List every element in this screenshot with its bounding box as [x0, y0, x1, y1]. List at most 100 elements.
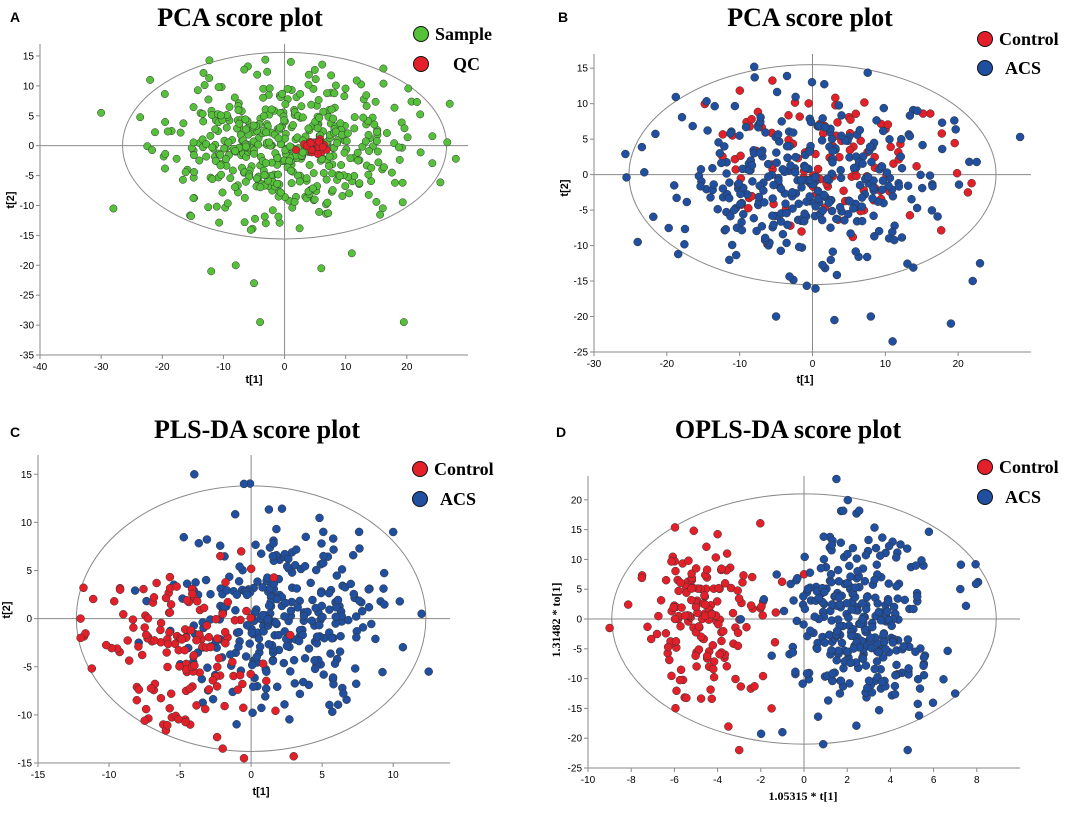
data-point — [307, 100, 316, 109]
data-point — [218, 744, 227, 753]
data-point — [857, 193, 867, 202]
data-point — [725, 255, 734, 265]
data-point — [213, 634, 222, 643]
data-point — [802, 669, 812, 678]
data-point — [872, 560, 882, 569]
legend-marker — [977, 459, 993, 475]
data-point — [119, 610, 128, 619]
data-point — [262, 128, 271, 137]
data-point — [788, 648, 798, 657]
data-point — [319, 169, 328, 177]
data-point — [744, 203, 753, 213]
data-point — [861, 550, 871, 560]
data-point — [192, 636, 201, 645]
data-point — [664, 223, 673, 233]
data-point — [161, 593, 171, 603]
data-point — [971, 560, 980, 569]
data-point — [428, 132, 437, 141]
data-point — [761, 128, 770, 137]
data-point — [892, 582, 901, 591]
data-point — [937, 129, 947, 138]
data-point — [785, 272, 794, 281]
data-point — [777, 117, 786, 126]
data-point — [822, 174, 832, 184]
data-point — [309, 169, 318, 178]
data-point — [268, 551, 278, 561]
data-point — [708, 163, 717, 173]
data-point — [216, 111, 225, 120]
data-point — [687, 584, 696, 593]
data-point — [88, 594, 98, 604]
data-point — [286, 606, 296, 616]
data-point — [726, 211, 735, 221]
data-point — [899, 642, 908, 651]
data-point — [770, 638, 780, 647]
data-point — [256, 549, 266, 558]
data-point — [661, 575, 671, 585]
y-tick-label: -15 — [574, 277, 589, 288]
data-point — [289, 752, 298, 761]
data-point — [706, 685, 715, 694]
x-tick-label: 6 — [931, 775, 937, 786]
data-point — [852, 721, 861, 730]
data-point — [726, 129, 735, 138]
data-point — [346, 154, 355, 163]
data-point — [672, 686, 681, 696]
data-point — [295, 177, 304, 186]
data-point — [398, 198, 407, 207]
data-point — [318, 142, 327, 151]
data-point — [231, 261, 240, 270]
data-point — [274, 134, 283, 143]
data-point — [847, 631, 856, 641]
data-point — [853, 567, 862, 576]
data-point — [919, 661, 928, 671]
data-point — [353, 148, 362, 157]
y-tick-label: 0 — [28, 141, 34, 152]
data-point — [191, 578, 200, 587]
y-tick-label: -10 — [18, 710, 33, 721]
data-point — [417, 609, 426, 619]
data-point — [273, 154, 282, 163]
data-point — [739, 571, 748, 580]
data-point — [176, 128, 185, 137]
data-point — [319, 527, 328, 537]
legend-label: Control — [999, 29, 1059, 49]
data-point — [323, 198, 332, 207]
data-point — [365, 147, 374, 155]
data-point — [646, 634, 656, 644]
data-point — [863, 683, 872, 693]
data-point — [881, 644, 890, 654]
data-point — [790, 168, 800, 177]
data-point — [967, 178, 976, 188]
data-point — [805, 147, 814, 156]
data-point — [834, 593, 844, 602]
data-point — [248, 708, 257, 718]
data-point — [234, 642, 243, 651]
data-point — [734, 179, 744, 188]
data-point — [233, 685, 243, 694]
data-point — [868, 622, 877, 632]
data-point — [311, 565, 321, 575]
data-point — [262, 676, 271, 686]
data-point — [362, 102, 371, 110]
data-point — [819, 532, 828, 541]
data-point — [161, 164, 169, 173]
data-point — [840, 216, 849, 225]
data-point — [199, 68, 208, 77]
data-point — [336, 631, 345, 641]
legend-marker — [412, 491, 428, 507]
data-point — [903, 745, 912, 755]
data-point — [870, 575, 879, 585]
data-point — [843, 495, 853, 505]
data-point — [204, 95, 213, 104]
y-tick-label: -15 — [568, 704, 583, 715]
data-point — [731, 250, 741, 260]
data-point — [109, 204, 118, 213]
data-point — [772, 148, 781, 157]
data-point — [279, 658, 289, 668]
data-point — [811, 202, 820, 211]
data-point — [832, 656, 841, 665]
data-point — [199, 603, 209, 613]
data-point — [950, 138, 959, 148]
data-point — [788, 188, 797, 197]
